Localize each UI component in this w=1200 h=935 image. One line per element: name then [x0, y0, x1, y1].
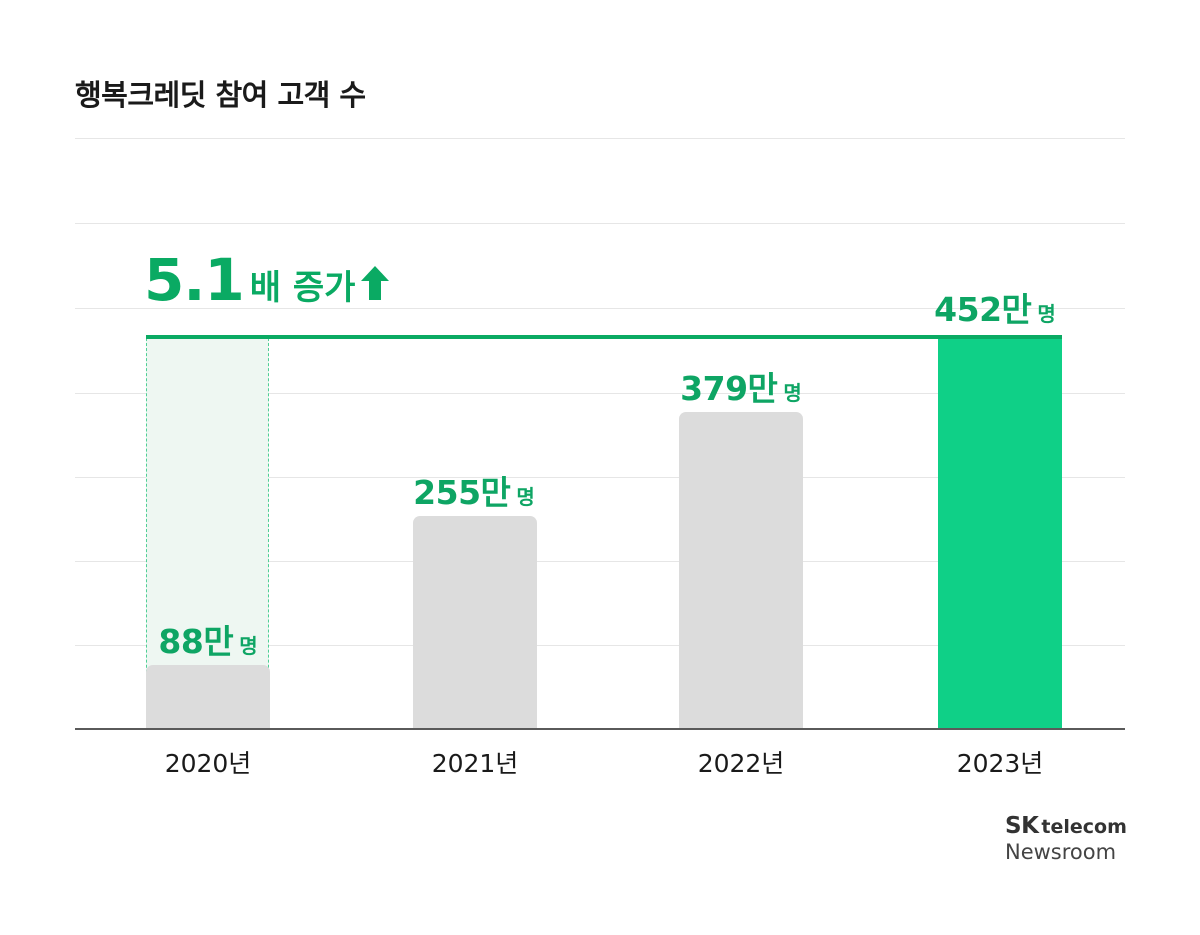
gridline: [75, 561, 1125, 562]
increase-annotation: 5.1 배 증가: [144, 246, 390, 314]
gridline: [75, 393, 1125, 394]
value-unit: 명: [1037, 302, 1056, 326]
sk-telecom-newsroom-logo: SK telecom Newsroom: [1005, 814, 1127, 865]
logo-brand: SK: [1005, 813, 1039, 839]
logo-brand-suffix: telecom: [1041, 816, 1127, 838]
value-label-2023: 452만 명: [934, 283, 1056, 331]
value-unit: 명: [239, 634, 258, 658]
value-number: 452만: [934, 290, 1032, 329]
gridline: [75, 645, 1125, 646]
x-tick-2022: 2022년: [697, 749, 785, 778]
x-tick-2020: 2020년: [164, 749, 252, 778]
up-arrow-icon: [361, 266, 390, 304]
value-number: 379만: [680, 369, 778, 408]
bar-2021: [413, 516, 537, 729]
gridline: [75, 308, 1125, 309]
bar-2023: [938, 338, 1062, 729]
value-label-2020: 88만 명: [158, 615, 257, 663]
value-label-2021: 255만 명: [413, 466, 535, 514]
logo-sub: Newsroom: [1005, 840, 1117, 864]
bar-2020: [146, 665, 270, 729]
comparison-ghost-bar: [146, 338, 269, 728]
x-tick-2023: 2023년: [956, 749, 1044, 778]
gridline: [75, 138, 1125, 139]
increase-text: 배 증가: [249, 268, 356, 308]
value-unit: 명: [516, 485, 535, 509]
x-tick-2021: 2021년: [431, 749, 519, 778]
multiplier-value: 5.1: [144, 246, 245, 314]
value-number: 88만: [158, 622, 234, 661]
value-unit: 명: [783, 381, 802, 405]
reference-line: [146, 335, 1062, 339]
value-number: 255만: [413, 473, 511, 512]
x-axis-baseline: [75, 728, 1125, 730]
chart-title: 행복크레딧 참여 고객 수: [75, 78, 366, 112]
gridline: [75, 477, 1125, 478]
value-label-2022: 379만 명: [680, 362, 802, 410]
bar-2022: [679, 412, 803, 729]
gridline: [75, 223, 1125, 224]
